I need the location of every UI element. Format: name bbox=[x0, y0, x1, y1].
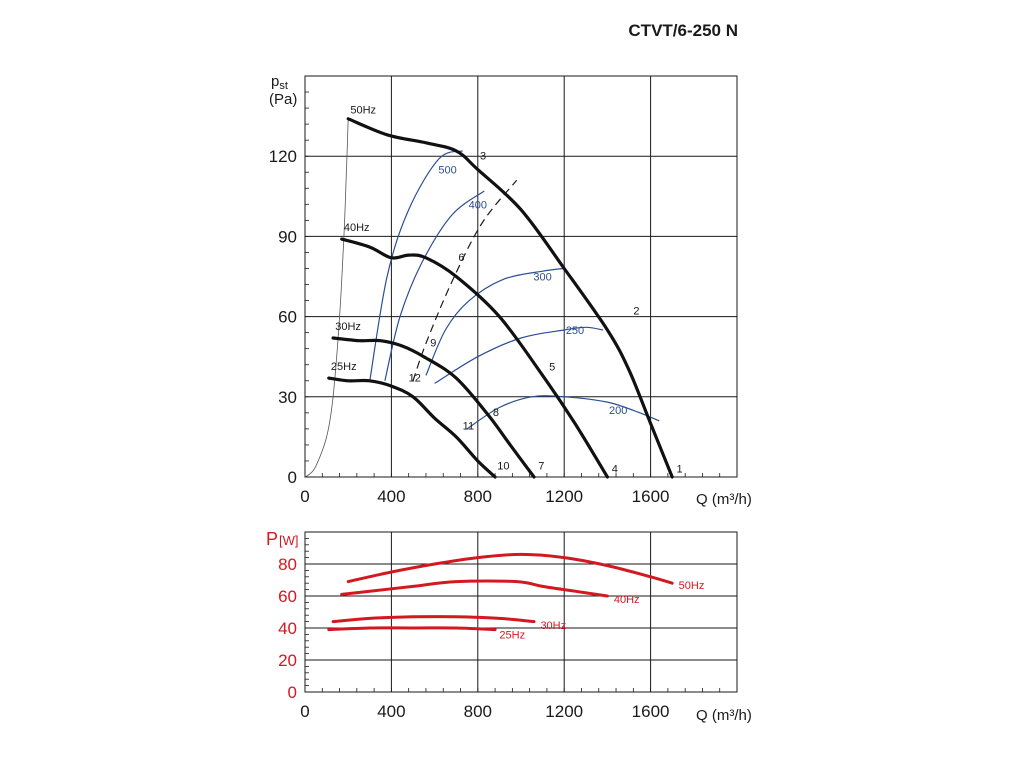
power-x-axis-label: Q (m³/h) bbox=[696, 707, 752, 724]
pressure-minor-ticks bbox=[304, 75, 738, 478]
y-tick-label: 0 bbox=[288, 683, 297, 702]
power-curve-50Hz bbox=[346, 552, 674, 585]
pressure-curve-30Hz bbox=[331, 336, 536, 479]
pressure-curves bbox=[327, 117, 674, 479]
power-curve-40Hz bbox=[340, 579, 609, 598]
y-tick-label: 60 bbox=[278, 587, 297, 606]
power-curve-label-25Hz: 25Hz bbox=[499, 629, 525, 641]
efficiency-curve-250 bbox=[434, 326, 604, 384]
plot-frame bbox=[304, 75, 738, 478]
operating-point-label-10: 10 bbox=[497, 461, 509, 473]
pressure-y-tick-labels: 0 30 60 90 120 bbox=[269, 147, 297, 487]
operating-point-label-5: 5 bbox=[549, 362, 555, 374]
x-tick-label: 1600 bbox=[632, 702, 670, 721]
power-curve-label-50Hz: 50Hz bbox=[679, 580, 705, 592]
pressure-x-axis-label: Q (m³/h) bbox=[696, 491, 752, 508]
efficiency-label-300: 300 bbox=[533, 272, 551, 284]
efficiency-label-500: 500 bbox=[438, 165, 456, 177]
operating-point-label-12: 12 bbox=[409, 372, 421, 384]
pressure-x-tick-labels: 0 400 800 1200 1600 bbox=[300, 487, 669, 506]
power-curves bbox=[327, 552, 674, 632]
operating-point-label-3: 3 bbox=[480, 151, 486, 163]
x-tick-label: 0 bbox=[300, 702, 309, 721]
y-tick-label: 20 bbox=[278, 651, 297, 670]
efficiency-label-400: 400 bbox=[469, 199, 487, 211]
system-curve bbox=[304, 118, 349, 478]
x-tick-label: 0 bbox=[300, 487, 309, 506]
power-curve-labels: 50Hz 40Hz 30Hz 25Hz bbox=[499, 580, 704, 642]
efficiency-curve-300 bbox=[425, 267, 565, 376]
power-y-axis-label: P[W] bbox=[266, 529, 299, 549]
pressure-grid bbox=[304, 75, 738, 478]
x-tick-label: 1600 bbox=[632, 487, 670, 506]
pressure-curve-label-40Hz: 40Hz bbox=[344, 222, 370, 234]
efficiency-label-250: 250 bbox=[566, 325, 584, 337]
operating-point-label-8: 8 bbox=[493, 407, 499, 419]
y-tick-label: 40 bbox=[278, 619, 297, 638]
system-curve-line bbox=[304, 118, 349, 478]
power-curve-30Hz bbox=[331, 615, 536, 624]
operating-point-label-9: 9 bbox=[430, 338, 436, 350]
y-tick-label: 30 bbox=[278, 388, 297, 407]
operating-point-label-1: 1 bbox=[677, 463, 683, 475]
pressure-y-axis-label: pst bbox=[271, 73, 288, 92]
y-tick-label: 90 bbox=[278, 227, 297, 246]
efficiency-curve-400 bbox=[384, 190, 485, 381]
x-tick-label: 400 bbox=[377, 487, 405, 506]
power-curve-label-30Hz: 30Hz bbox=[540, 620, 566, 632]
x-tick-label: 1200 bbox=[545, 487, 583, 506]
y-tick-label: 60 bbox=[278, 308, 297, 327]
x-tick-label: 400 bbox=[377, 702, 405, 721]
chart-title: CTVT/6-250 N bbox=[628, 21, 738, 40]
x-tick-label: 800 bbox=[464, 487, 492, 506]
pressure-curve-label-50Hz: 50Hz bbox=[350, 104, 376, 116]
pressure-y-axis-unit: (Pa) bbox=[269, 91, 297, 108]
x-tick-label: 1200 bbox=[545, 702, 583, 721]
efficiency-curve-200 bbox=[466, 395, 660, 430]
plot-frame bbox=[304, 531, 738, 693]
pressure-curve-50Hz bbox=[346, 117, 674, 479]
power-chart: 0 400 800 1200 1600 0 20 40 60 80 50Hz 40Hz 30Hz 25… bbox=[266, 529, 752, 724]
y-tick-label: 0 bbox=[288, 468, 297, 487]
power-curve-label-40Hz: 40Hz bbox=[614, 594, 640, 606]
operating-point-label-4: 4 bbox=[612, 463, 618, 475]
efficiency-curves: 500 400 300 250 200 bbox=[369, 150, 660, 430]
efficiency-label-200: 200 bbox=[609, 405, 627, 417]
y-tick-label: 120 bbox=[269, 147, 297, 166]
pressure-curve-40Hz bbox=[340, 237, 609, 479]
operating-point-label-6: 6 bbox=[458, 252, 464, 264]
pressure-curve-label-30Hz: 30Hz bbox=[335, 321, 361, 333]
x-tick-label: 800 bbox=[464, 702, 492, 721]
operating-point-label-11: 11 bbox=[463, 421, 474, 433]
pressure-curve-label-25Hz: 25Hz bbox=[331, 361, 357, 373]
y-tick-label: 80 bbox=[278, 555, 297, 574]
power-y-tick-labels: 0 20 40 60 80 bbox=[278, 555, 297, 702]
efficiency-curve-500 bbox=[369, 150, 463, 381]
power-grid bbox=[304, 531, 738, 693]
operating-point-label-2: 2 bbox=[633, 306, 639, 318]
pressure-curve-25Hz bbox=[327, 376, 497, 479]
operating-point-label-7: 7 bbox=[538, 461, 544, 473]
power-minor-ticks bbox=[304, 531, 738, 693]
power-x-tick-labels: 0 400 800 1200 1600 bbox=[300, 702, 669, 721]
power-curve-25Hz bbox=[327, 626, 497, 632]
